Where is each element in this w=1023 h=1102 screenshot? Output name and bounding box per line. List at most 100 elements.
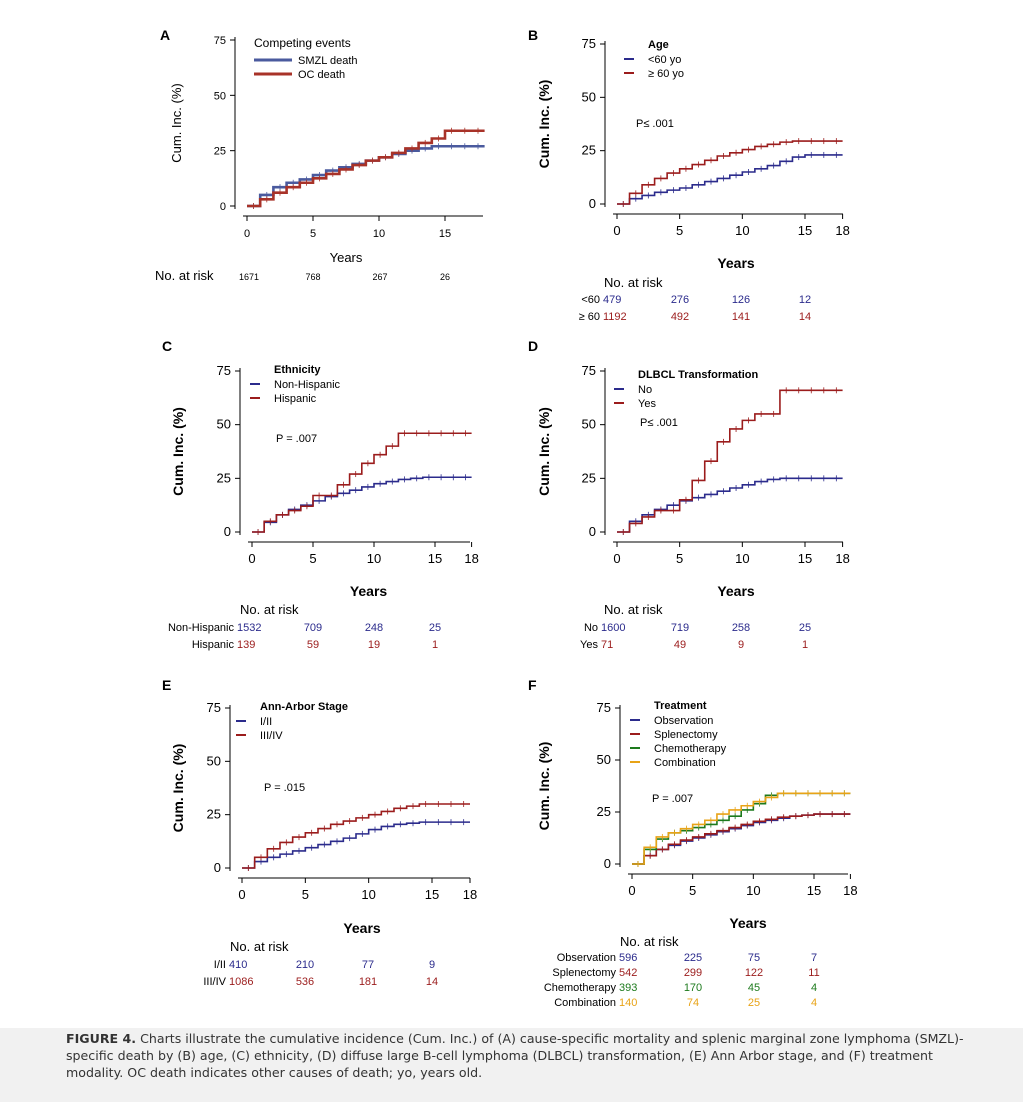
risk-value: 492 (671, 311, 689, 323)
risk-group-label: Non-Hispanic (168, 622, 235, 634)
legend-label: Yes (638, 398, 656, 410)
risk-value: 410 (229, 959, 247, 971)
series-line (617, 477, 843, 533)
y-axis-label: Cum. Inc. (%) (169, 83, 184, 162)
y-axis-label: Cum. Inc. (%) (170, 744, 186, 833)
risk-value: 7 (811, 952, 817, 964)
legend-label: ≥ 60 yo (648, 68, 684, 80)
y-tick-label: 0 (214, 860, 221, 875)
risk-value: 1086 (229, 976, 253, 988)
x-tick-label: 10 (746, 883, 760, 898)
x-tick-label: 18 (463, 887, 477, 902)
legend-label: Chemotherapy (654, 743, 727, 755)
risk-value: 71 (601, 639, 613, 651)
legend-title: Competing events (254, 36, 351, 50)
risk-value: 181 (359, 976, 377, 988)
risk-value: 4 (811, 982, 817, 994)
risk-value: 1 (432, 639, 438, 651)
legend-label: No (638, 384, 652, 396)
p-value: P = .007 (276, 433, 317, 445)
risk-value: 126 (732, 294, 750, 306)
risk-value: 1192 (603, 311, 627, 323)
figure-caption: FIGURE 4. Charts illustrate the cumulati… (66, 1030, 966, 1081)
x-axis-label: Years (350, 583, 388, 599)
risk-value: 19 (368, 639, 380, 651)
series-line (247, 129, 485, 208)
panel-letter-d: D (528, 338, 538, 354)
x-tick-label: 18 (464, 551, 478, 566)
caption-label: FIGURE 4. (66, 1031, 137, 1046)
x-tick-label: 5 (310, 228, 316, 240)
risk-value: 536 (296, 976, 314, 988)
legend-label: <60 yo (648, 54, 681, 66)
series-line (242, 803, 470, 869)
y-axis-label: Cum. Inc. (%) (536, 80, 552, 169)
legend-label: Hispanic (274, 393, 317, 405)
y-tick-label: 25 (582, 470, 596, 485)
risk-value: 9 (429, 959, 435, 971)
figure-background (0, 0, 1023, 1028)
x-tick-label: 15 (807, 883, 821, 898)
series-line (617, 154, 843, 205)
panel-c: C 0 25 50 75 0 5 10 15 18 Cum. Inc. (%) Years Ethnic… (162, 338, 479, 651)
y-tick-label: 25 (597, 804, 611, 819)
y-tick-label: 75 (582, 363, 596, 378)
y-tick-label: 75 (214, 35, 226, 47)
risk-header: No. at risk (604, 602, 663, 617)
risk-value: 77 (362, 959, 374, 971)
x-tick-label: 15 (798, 551, 812, 566)
x-tick-label: 5 (689, 883, 696, 898)
y-tick-label: 25 (207, 807, 221, 822)
risk-value: 210 (296, 959, 314, 971)
y-tick-label: 0 (604, 856, 611, 871)
series-line (242, 821, 470, 869)
caption-text: Charts illustrate the cumulative inciden… (66, 1031, 964, 1080)
y-tick-label: 50 (217, 417, 231, 432)
x-axis-label: Years (717, 255, 755, 271)
panel-f: F 0 25 50 75 0 5 10 15 18 Cum. Inc. (%) Years Treatm… (528, 677, 858, 1009)
legend-title: DLBCL Transformation (638, 369, 758, 381)
y-tick-label: 25 (214, 146, 226, 158)
y-tick-label: 50 (207, 753, 221, 768)
x-tick-label: 18 (835, 223, 849, 238)
x-tick-label: 5 (676, 551, 683, 566)
legend-label: Non-Hispanic (274, 379, 341, 391)
y-axis-label: Cum. Inc. (%) (536, 407, 552, 496)
panel-b: B 0 25 50 75 0 5 10 15 18 Cum. Inc. (%) Years Age <60… (528, 27, 850, 323)
x-tick-label: 0 (238, 887, 245, 902)
panel-letter-a: A (160, 27, 170, 43)
series-line (252, 476, 472, 533)
legend-label: Combination (654, 757, 716, 769)
y-tick-label: 75 (207, 700, 221, 715)
risk-group-label: Chemotherapy (544, 982, 617, 994)
risk-value: 25 (429, 622, 441, 634)
y-tick-label: 75 (582, 36, 596, 51)
risk-value: 9 (738, 639, 744, 651)
risk-group-label: Hispanic (192, 639, 235, 651)
risk-header: No. at risk (620, 934, 679, 949)
x-axis-label: Years (330, 250, 363, 265)
risk-value: 479 (603, 294, 621, 306)
legend-title: Ann-Arbor Stage (260, 701, 348, 713)
risk-value: 75 (748, 952, 760, 964)
legend-label: OC death (298, 69, 345, 81)
legend-title: Ethnicity (274, 364, 321, 376)
risk-value: 14 (799, 311, 811, 323)
risk-value: 11 (808, 967, 819, 979)
y-tick-label: 75 (217, 363, 231, 378)
risk-group-label: <60 (581, 294, 600, 306)
x-tick-label: 18 (835, 551, 849, 566)
risk-group-label: Splenectomy (552, 967, 616, 979)
y-tick-label: 0 (220, 201, 226, 213)
risk-value: 49 (674, 639, 686, 651)
risk-value: 596 (619, 952, 637, 964)
risk-value: 709 (304, 622, 322, 634)
risk-value: 4 (811, 997, 817, 1009)
risk-value: 1600 (601, 622, 625, 634)
risk-value: 719 (671, 622, 689, 634)
series-line (252, 432, 472, 533)
legend-label: Observation (654, 715, 713, 727)
y-axis-label: Cum. Inc. (%) (536, 742, 552, 831)
